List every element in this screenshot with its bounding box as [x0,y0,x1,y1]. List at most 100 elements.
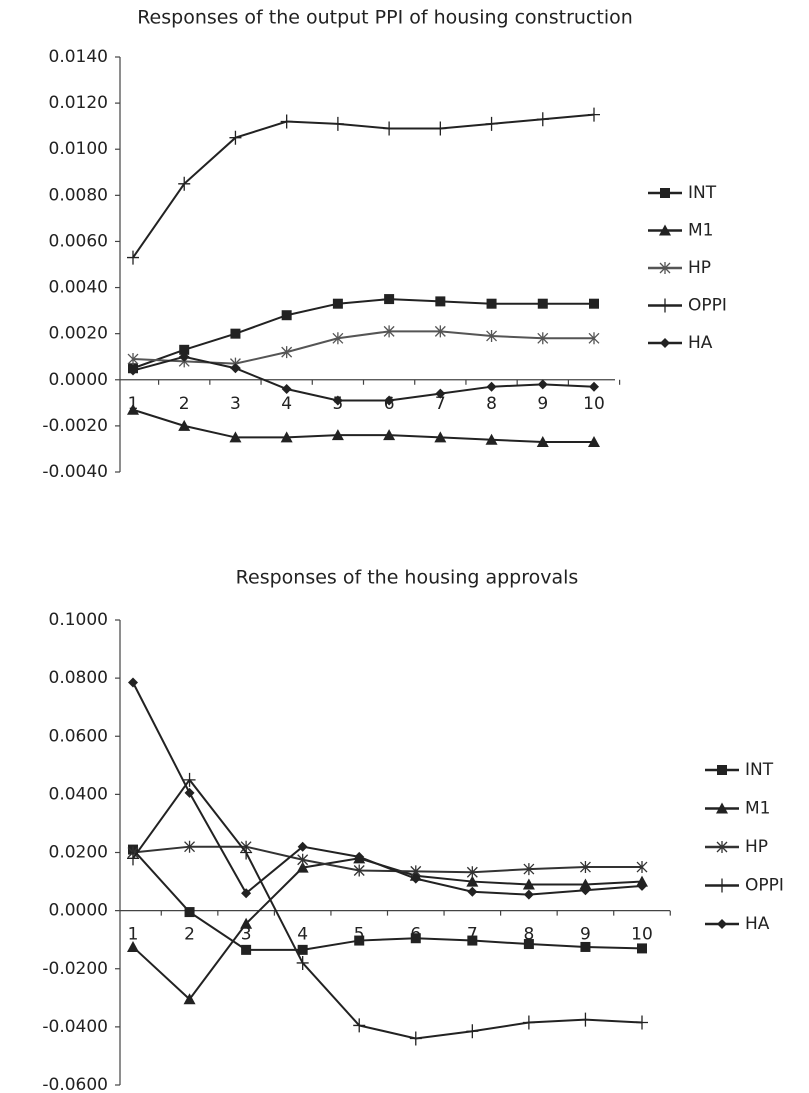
legend-marker [716,878,728,893]
legend-label: HP [745,837,768,857]
x-tick-label: 2 [179,394,190,414]
series-line [132,408,594,444]
y-tick-label: -0.0200 [42,959,108,979]
y-tick-label: 0.0140 [49,47,108,67]
x-tick-label: 1 [128,925,139,945]
y-tick-label: -0.0400 [42,1017,108,1037]
point [467,935,478,946]
x-tick-label: 10 [583,394,605,414]
legend-label: OPPI [688,296,727,316]
legend-label: M1 [688,221,713,241]
x-tick-label: 4 [297,925,308,945]
point [383,429,396,441]
point [486,298,497,309]
y-tick-label: 0.0800 [49,668,108,688]
point [383,121,396,136]
point [522,1015,535,1030]
y-tick-label: -0.0040 [42,462,108,482]
series-line [132,845,642,874]
y-tick-label: 0.0000 [49,901,108,921]
y-tick-label: 0.0080 [49,185,108,205]
point [280,431,293,443]
legend-label: INT [745,760,774,780]
point [384,294,395,305]
point [331,429,344,441]
point [184,787,195,798]
point [537,298,548,309]
legend-marker [716,841,728,853]
point [229,431,242,443]
x-tick-label: 3 [230,394,241,414]
point [230,328,241,339]
legend-marker [717,765,727,775]
y-tick-label: -0.0020 [42,416,108,436]
series-line [132,778,643,1040]
y-tick-label: 0.0060 [49,231,108,251]
y-tick-label: 0.0020 [49,324,108,344]
point [579,861,591,874]
chart-title: Responses of the housing approvals [236,567,579,589]
x-tick-label: 4 [281,394,292,414]
point [589,298,599,309]
point [435,388,446,399]
legend-marker [659,298,671,313]
point [281,346,293,359]
point [128,365,138,376]
point [127,851,139,866]
point [241,944,252,955]
point [127,250,139,265]
point [179,344,190,355]
point [467,886,478,897]
series-line [132,298,594,370]
point [331,116,344,131]
point [184,840,196,853]
series-line [132,682,643,896]
point [485,116,498,131]
point [127,353,139,366]
point [183,772,196,787]
point [183,993,196,1005]
chart: Responses of the housing approvals -0.060… [42,567,784,1093]
point [297,853,309,866]
legend-marker [717,919,727,929]
point [523,863,535,876]
point [410,933,421,944]
point [127,403,139,415]
point [353,1018,366,1033]
point [636,1015,648,1030]
point [179,351,190,362]
x-tick-label: 9 [580,925,591,945]
x-tick-label: 2 [184,925,195,945]
y-tick-label: 0.0400 [49,784,108,804]
y-tick-label: 0.0120 [49,93,108,113]
point [353,864,365,877]
point [128,677,138,688]
point [466,1024,479,1039]
point [241,888,252,899]
point [636,861,648,874]
point [280,114,293,129]
point [466,875,479,887]
point [178,176,191,191]
point [354,935,365,946]
legend-marker [660,338,670,348]
point [383,325,395,338]
y-tick-label: 0.1000 [49,610,108,630]
y-tick-label: -0.0600 [42,1075,108,1093]
point [184,907,195,918]
legend-label: HA [745,914,770,934]
legend-marker [659,224,671,236]
point [486,329,498,342]
point [434,121,447,136]
point [127,940,139,952]
x-tick-label: 7 [467,925,478,945]
point [410,873,421,884]
point [522,878,535,890]
legend-label: HP [688,258,711,278]
point [332,332,344,345]
point [230,363,241,374]
legend-marker [660,188,670,198]
point [486,381,497,392]
series-line [132,355,595,402]
y-tick-label: 0.0600 [49,726,108,746]
